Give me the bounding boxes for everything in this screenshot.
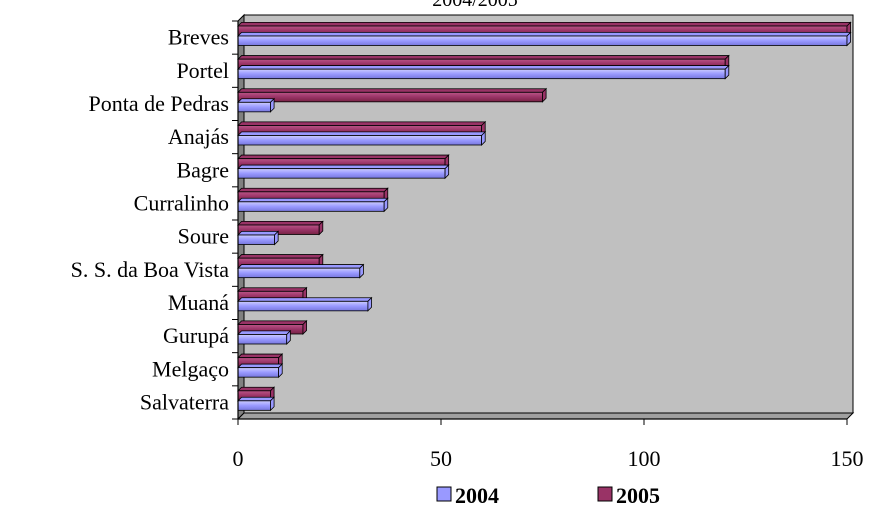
x-tick-label: 100	[628, 446, 661, 471]
legend: 2004 2005	[436, 483, 660, 508]
legend-item-2005: 2005	[597, 483, 660, 508]
category-label: S. S. da Boa Vista	[71, 257, 230, 282]
category-label: Ponta de Pedras	[88, 91, 229, 116]
bar-2005-Gurupá	[237, 319, 308, 335]
x-tick-label: 50	[430, 446, 452, 471]
axes-group	[232, 20, 848, 425]
chart-title: 2004/2005	[432, 0, 518, 11]
category-label: Muaná	[168, 290, 229, 315]
category-label: Curralinho	[134, 190, 229, 215]
legend-label: 2004	[455, 483, 499, 508]
legend-swatch	[597, 486, 613, 502]
bar-2004-Ponta de Pedras	[237, 97, 276, 113]
bar-2004-Breves	[237, 31, 852, 47]
x-tick-label: 150	[831, 446, 864, 471]
bar-2004-Gurupá	[237, 329, 292, 345]
legend-swatch	[436, 486, 452, 502]
bar-2004-Curralinho	[237, 197, 389, 213]
bar-2004-Portel	[237, 64, 730, 80]
bar-2004-Salvaterra	[237, 396, 276, 412]
category-label: Melgaço	[152, 356, 229, 381]
bar-2004-Anajás	[237, 130, 487, 146]
bar-2004-Soure	[237, 230, 280, 246]
category-label: Anajás	[168, 124, 229, 149]
legend-label: 2005	[616, 483, 660, 508]
category-label: Gurupá	[163, 323, 229, 348]
labels-group: Breves Portel Ponta de Pedras Anajás Bagre Cu…	[71, 25, 864, 471]
bar-2005-Anajás	[237, 120, 487, 136]
x-tick-label: 0	[233, 446, 244, 471]
legend-item-2004: 2004	[436, 483, 499, 508]
bar-2005-Ponta de Pedras	[237, 87, 548, 103]
bar-2004-Bagre	[237, 164, 450, 180]
category-label: Salvaterra	[140, 389, 229, 414]
bar-2004-S. S. da Boa Vista	[237, 263, 365, 279]
category-label: Soure	[178, 224, 229, 249]
category-label: Portel	[176, 58, 229, 83]
category-label: Bagre	[176, 157, 229, 182]
bar-2004-Melgaço	[237, 363, 284, 379]
bar-2004-Muaná	[237, 296, 373, 312]
floor	[236, 412, 855, 420]
bar-2005-S. S. da Boa Vista	[237, 253, 324, 269]
category-label: Breves	[168, 25, 229, 50]
